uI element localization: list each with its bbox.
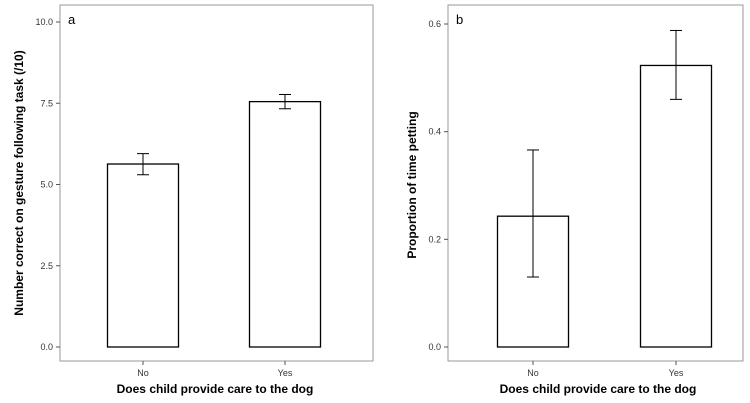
panel-b-xtick-label-yes: Yes bbox=[669, 368, 684, 378]
panel-a-ytick-label: 5.0 bbox=[40, 180, 53, 190]
panel-a-bar-yes bbox=[250, 102, 321, 347]
panel-a-xticks: No Yes bbox=[137, 361, 293, 378]
panel-a-letter: a bbox=[68, 12, 76, 27]
panel-a: a 0.0 2.5 5.0 7.5 10.0 No Yes Number correct … bbox=[12, 5, 373, 396]
panel-a-x-axis-title: Does child provide care to the dog bbox=[117, 382, 314, 396]
panel-b-ytick-label: 0.0 bbox=[428, 342, 441, 352]
panel-b-letter: b bbox=[456, 12, 463, 27]
panel-a-y-axis-title: Number correct on gesture following task… bbox=[12, 50, 26, 315]
panel-a-xtick-label-yes: Yes bbox=[278, 368, 293, 378]
panel-b-xtick-label-no: No bbox=[527, 368, 539, 378]
panel-a-ytick-label: 0.0 bbox=[40, 342, 53, 352]
panel-b-ytick-label: 0.2 bbox=[428, 234, 441, 244]
panel-a-bar-no bbox=[108, 164, 179, 347]
panel-b-yticks: 0.0 0.2 0.4 0.6 bbox=[428, 19, 448, 352]
panel-a-ytick-label: 10.0 bbox=[35, 17, 53, 27]
panel-b-bar-yes bbox=[641, 65, 712, 347]
panel-b: b 0.0 0.2 0.4 0.6 No Yes Proportion of time … bbox=[405, 5, 743, 396]
panel-b-ytick-label: 0.4 bbox=[428, 127, 441, 137]
panel-b-ytick-label: 0.6 bbox=[428, 19, 441, 29]
panel-a-bars bbox=[108, 102, 321, 347]
panel-a-ytick-label: 2.5 bbox=[40, 261, 53, 271]
panel-b-bars bbox=[498, 65, 712, 347]
panel-b-xticks: No Yes bbox=[527, 361, 684, 378]
panel-a-yticks: 0.0 2.5 5.0 7.5 10.0 bbox=[35, 17, 60, 352]
panel-b-x-axis-title: Does child provide care to the dog bbox=[500, 382, 697, 396]
panel-a-xtick-label-no: No bbox=[137, 368, 149, 378]
panel-b-y-axis-title: Proportion of time petting bbox=[405, 111, 419, 258]
panel-a-ytick-label: 7.5 bbox=[40, 98, 53, 108]
